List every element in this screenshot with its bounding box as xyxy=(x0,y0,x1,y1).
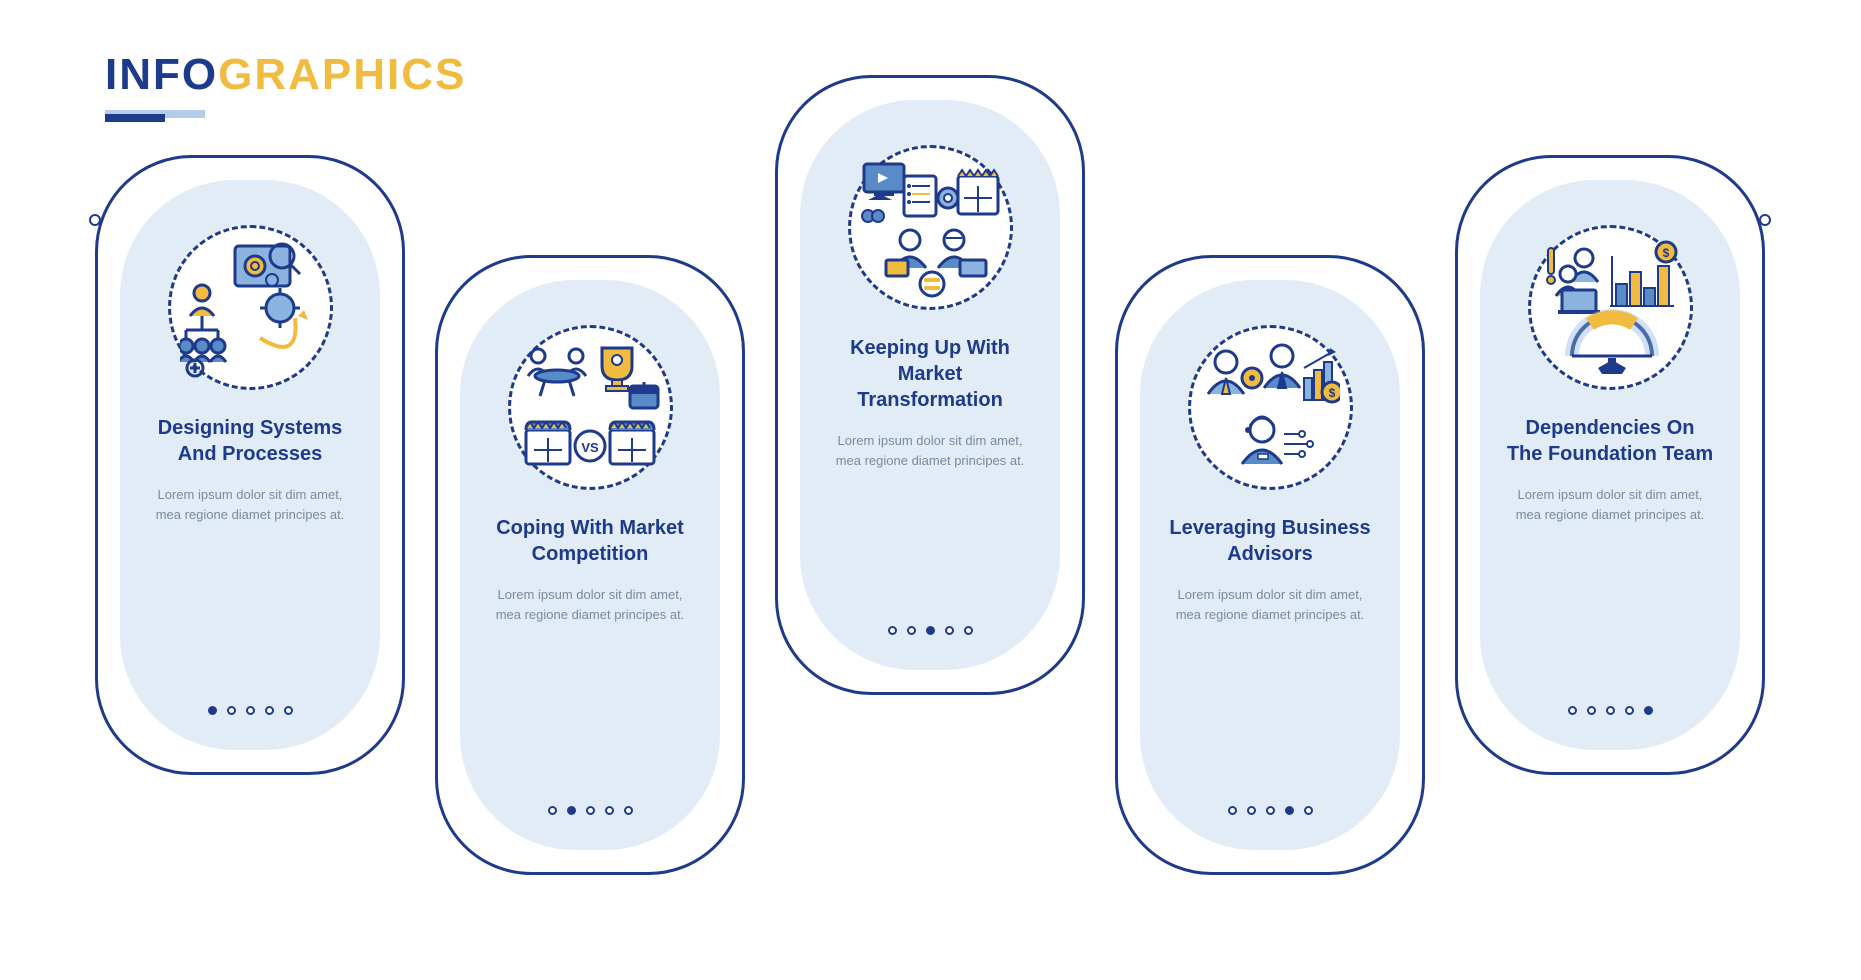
progress-dots xyxy=(1568,706,1653,715)
dot xyxy=(548,806,557,815)
dot xyxy=(1568,706,1577,715)
dot xyxy=(605,806,614,815)
dot xyxy=(1285,806,1294,815)
dot xyxy=(1644,706,1653,715)
card-title: Coping With Market Competition xyxy=(485,515,695,567)
dot xyxy=(888,626,897,635)
infographic-card-4: $ Leveraging Business Advisors Lorem ipsu… xyxy=(1115,255,1425,975)
dot xyxy=(265,706,274,715)
card-inner: $ Dependencies On The Foundation Team Lor… xyxy=(1480,180,1740,750)
progress-dots xyxy=(1228,806,1313,815)
card-description: Lorem ipsum dolor sit dim amet, mea regi… xyxy=(1165,585,1375,624)
progress-dots xyxy=(888,626,973,635)
dot xyxy=(1266,806,1275,815)
card-inner: VS Coping With Market Competition Lorem i… xyxy=(460,280,720,850)
advisors-icon: $ xyxy=(1188,325,1353,490)
card-title: Designing Systems And Processes xyxy=(145,415,355,467)
progress-dots xyxy=(548,806,633,815)
dot xyxy=(567,806,576,815)
card-title: Leveraging Business Advisors xyxy=(1165,515,1375,567)
dot xyxy=(907,626,916,635)
dot xyxy=(1606,706,1615,715)
dot xyxy=(586,806,595,815)
card-inner: $ Leveraging Business Advisors Lorem ipsu… xyxy=(1140,280,1400,850)
infographic-card-3: Keeping Up With Market Transformation Lor… xyxy=(775,75,1085,795)
card-description: Lorem ipsum dolor sit dim amet, mea regi… xyxy=(145,485,355,524)
progress-dots xyxy=(208,706,293,715)
svg-text:$: $ xyxy=(1329,386,1336,400)
competition-icon: VS xyxy=(508,325,673,490)
dot xyxy=(1587,706,1596,715)
card-description: Lorem ipsum dolor sit dim amet, mea regi… xyxy=(485,585,695,624)
dot xyxy=(227,706,236,715)
dot xyxy=(1228,806,1237,815)
infographic-card-2: VS Coping With Market Competition Lorem i… xyxy=(435,255,745,975)
card-inner: Designing Systems And Processes Lorem ips… xyxy=(120,180,380,750)
dot xyxy=(284,706,293,715)
connector-pin xyxy=(89,214,101,226)
card-description: Lorem ipsum dolor sit dim amet, mea regi… xyxy=(1505,485,1715,524)
card-title: Dependencies On The Foundation Team xyxy=(1505,415,1715,467)
infographic-cards-row: Designing Systems And Processes Lorem ips… xyxy=(95,75,1785,905)
dot xyxy=(1304,806,1313,815)
systems-icon xyxy=(168,225,333,390)
infographic-card-5: $ Dependencies On The Foundation Team Lor… xyxy=(1455,155,1765,875)
dot xyxy=(246,706,255,715)
card-description: Lorem ipsum dolor sit dim amet, mea regi… xyxy=(825,431,1035,470)
dot xyxy=(926,626,935,635)
transformation-icon xyxy=(848,145,1013,310)
dot xyxy=(624,806,633,815)
dot xyxy=(964,626,973,635)
dot xyxy=(208,706,217,715)
svg-text:VS: VS xyxy=(581,440,599,455)
infographic-card-1: Designing Systems And Processes Lorem ips… xyxy=(95,155,405,875)
dot xyxy=(1247,806,1256,815)
card-title: Keeping Up With Market Transformation xyxy=(825,335,1035,413)
dot xyxy=(945,626,954,635)
connector-pin xyxy=(1759,214,1771,226)
dot xyxy=(1625,706,1634,715)
team-icon: $ xyxy=(1528,225,1693,390)
card-inner: Keeping Up With Market Transformation Lor… xyxy=(800,100,1060,670)
svg-text:$: $ xyxy=(1663,246,1670,260)
